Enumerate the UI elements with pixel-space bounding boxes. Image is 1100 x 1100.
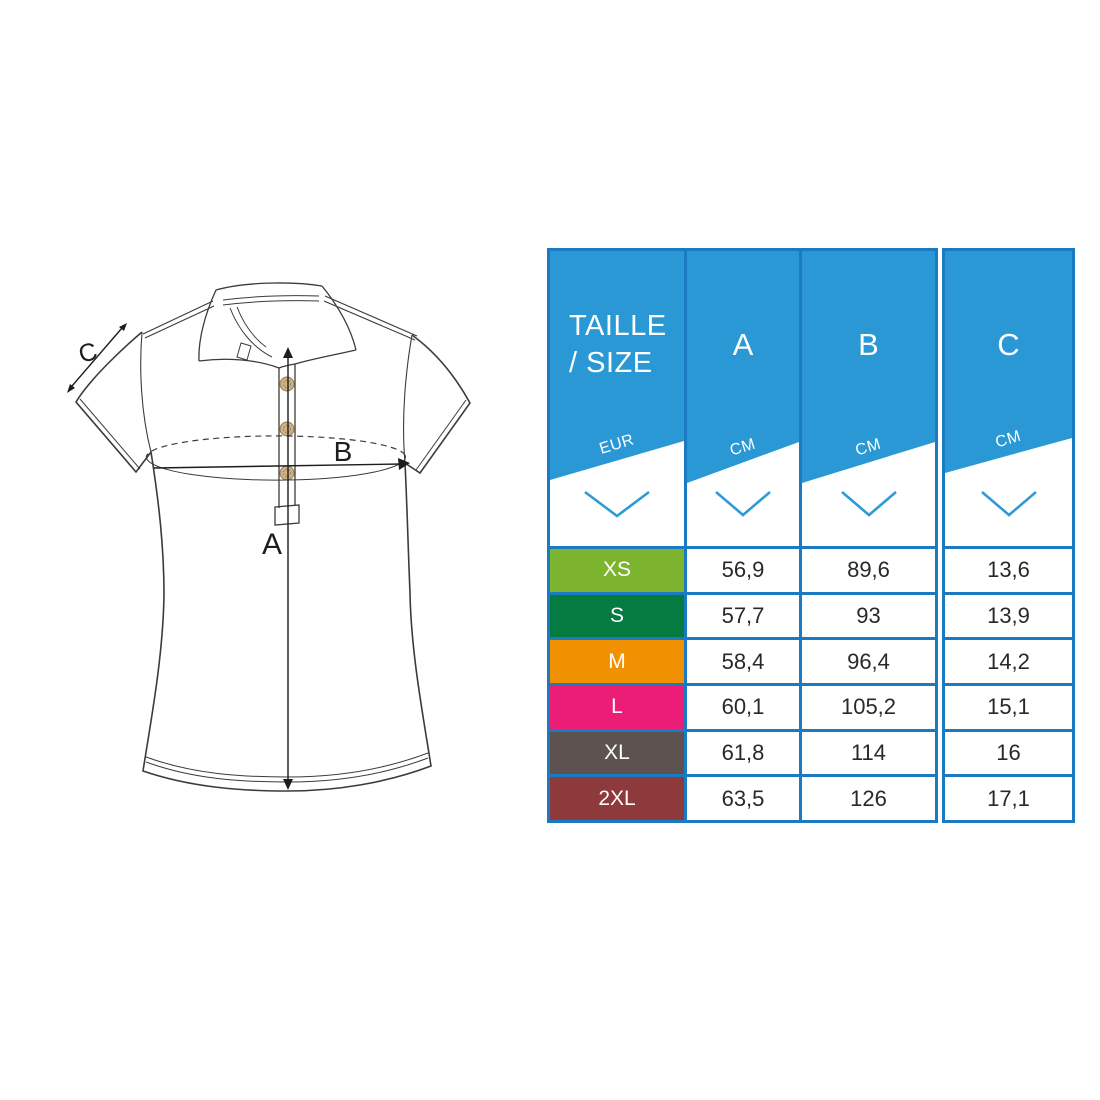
header-cell-b: B CM <box>799 251 935 546</box>
value-cell: 15,1 <box>945 686 1072 729</box>
header-wedge <box>945 251 1072 473</box>
table-row: L 60,1 105,2 <box>550 683 935 729</box>
sleeve-hem-left <box>79 398 141 470</box>
column-header-c: C <box>997 327 1020 362</box>
armhole-seam-left <box>140 331 152 453</box>
value-cell: 57,7 <box>684 594 799 638</box>
chest-ellipse-solid <box>146 454 406 481</box>
measure-label-b: B <box>334 436 353 467</box>
table-row: 14,2 <box>945 637 1072 684</box>
measure-c-arrow <box>67 323 127 393</box>
value-cell: 93 <box>799 594 935 638</box>
value-cell: 14,2 <box>945 640 1072 684</box>
table-row: 17,1 <box>945 774 1072 821</box>
collar-inner-seam <box>229 306 273 358</box>
placket <box>274 363 300 526</box>
value-cell: 105,2 <box>799 686 935 729</box>
chevron-down-icon[interactable] <box>714 489 772 519</box>
header-cell-size: TAILLE / SIZE EUR <box>550 251 684 546</box>
column-header-b: B <box>858 327 879 362</box>
header-wedge <box>687 251 799 483</box>
table-row: XS 56,9 89,6 <box>550 546 935 592</box>
table-row: 13,6 <box>945 546 1072 592</box>
size-swatch-xl: XL <box>550 731 684 775</box>
bottom-hem-stitch <box>145 752 429 783</box>
table-row: 2XL 63,5 126 <box>550 774 935 821</box>
value-cell: 13,6 <box>945 549 1072 592</box>
size-swatch-l: L <box>550 686 684 729</box>
table-row: 15,1 <box>945 683 1072 729</box>
table-row: XL 61,8 114 <box>550 728 935 775</box>
header-cell-c: C CM <box>945 251 1072 546</box>
measure-label-a: A <box>262 528 282 561</box>
value-cell: 16 <box>945 731 1072 775</box>
shirt-outline <box>75 331 471 792</box>
chest-ellipse-dashed <box>145 435 406 460</box>
shoulder-seam-right <box>323 295 418 341</box>
sleeve-hem-right <box>415 399 467 471</box>
header-cell-a: A CM <box>684 251 799 546</box>
armhole-seam-right <box>403 334 413 464</box>
table-row: 16 <box>945 728 1072 775</box>
chevron-down-icon[interactable] <box>583 489 651 519</box>
measure-b-arrow <box>153 458 410 470</box>
size-table-header-c: C CM <box>945 251 1072 546</box>
value-cell: 61,8 <box>684 731 799 775</box>
size-table-column-c: C CM 13,6 13,9 14,2 15,1 16 17,1 <box>942 248 1075 823</box>
header-wedge <box>550 251 684 480</box>
neck-label-tag <box>236 342 252 361</box>
value-cell: 58,4 <box>684 640 799 684</box>
chevron-down-icon[interactable] <box>840 489 898 519</box>
collar-outline <box>198 282 357 369</box>
measure-label-c: C <box>75 337 100 369</box>
measure-a-arrow <box>283 347 293 790</box>
value-cell: 126 <box>799 777 935 821</box>
value-cell: 17,1 <box>945 777 1072 821</box>
size-swatch-s: S <box>550 594 684 638</box>
size-swatch-xs: XS <box>550 549 684 592</box>
size-table: TAILLE / SIZE EUR A CM B CM XS 56,9 89,6 … <box>547 248 938 823</box>
table-title: TAILLE / SIZE <box>569 310 667 379</box>
header-wedge <box>802 251 935 483</box>
shoulder-seam-left <box>142 300 215 339</box>
value-cell: 13,9 <box>945 594 1072 638</box>
table-row: M 58,4 96,4 <box>550 637 935 684</box>
value-cell: 60,1 <box>684 686 799 729</box>
value-cell: 89,6 <box>799 549 935 592</box>
value-cell: 63,5 <box>684 777 799 821</box>
polo-shirt-diagram: A B C <box>67 282 471 792</box>
chevron-down-icon[interactable] <box>980 489 1038 519</box>
value-cell: 56,9 <box>684 549 799 592</box>
size-table-header: TAILLE / SIZE EUR A CM B CM <box>550 251 935 546</box>
collar-band <box>222 295 320 306</box>
table-row: 13,9 <box>945 591 1072 638</box>
value-cell: 96,4 <box>799 640 935 684</box>
column-header-a: A <box>732 327 754 362</box>
size-swatch-m: M <box>550 640 684 684</box>
table-row: S 57,7 93 <box>550 591 935 638</box>
value-cell: 114 <box>799 731 935 775</box>
button-icons <box>279 376 295 481</box>
size-swatch-2xl: 2XL <box>550 777 684 821</box>
